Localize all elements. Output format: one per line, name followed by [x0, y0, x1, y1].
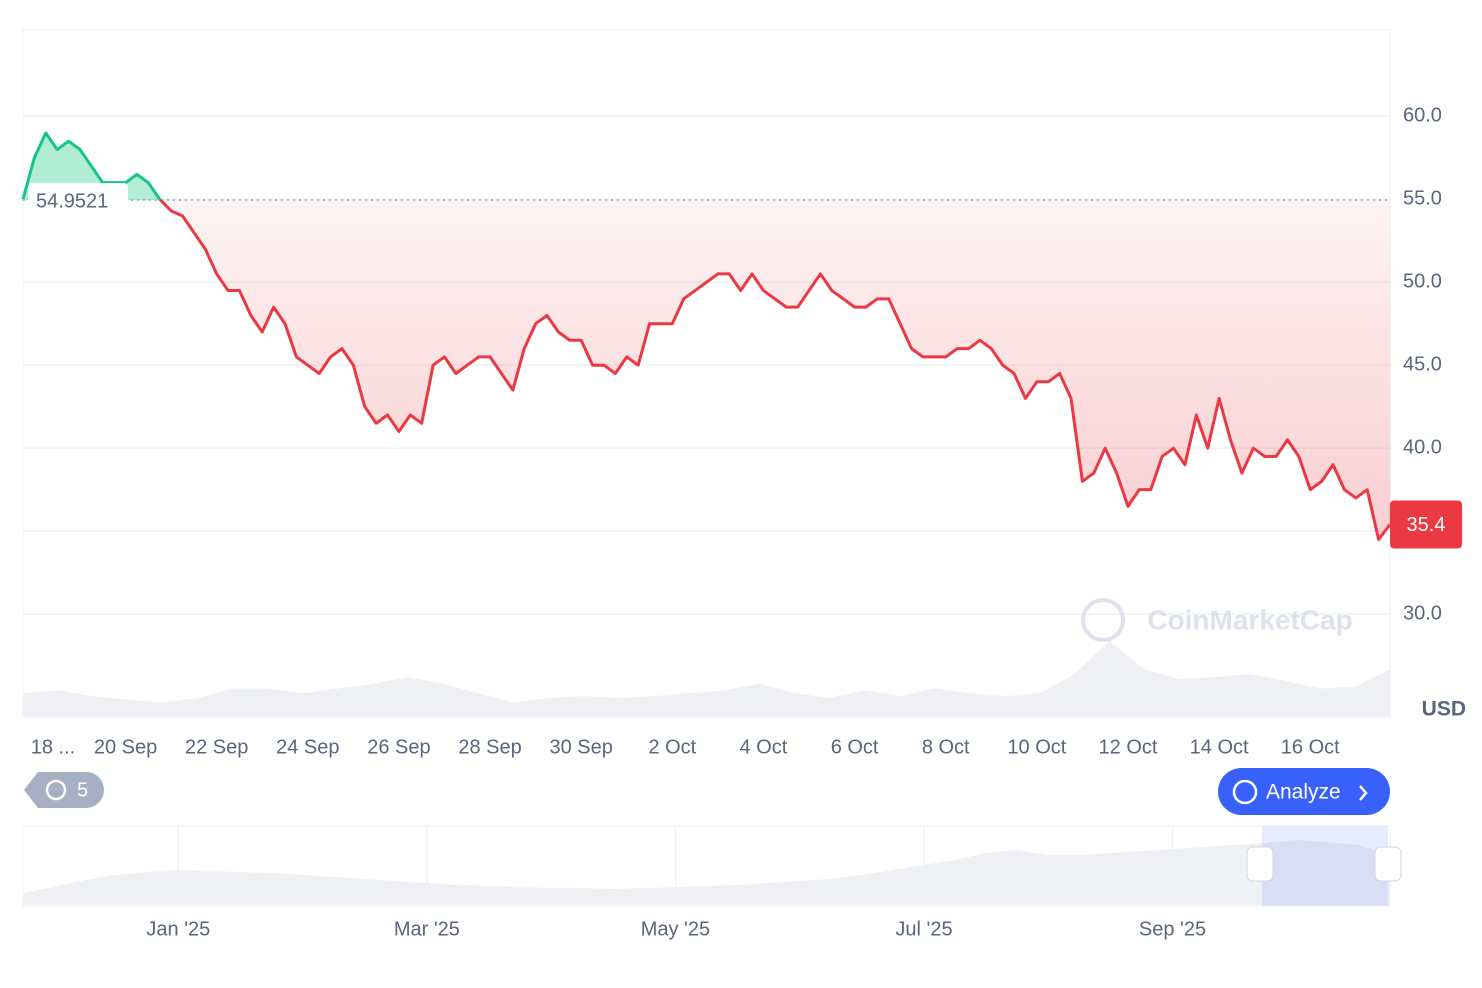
navigator-label: Jul '25 — [895, 918, 952, 940]
currency-label: USD — [1422, 698, 1466, 721]
y-tick-label: 60.0 — [1403, 105, 1442, 127]
x-tick-label: 14 Oct — [1190, 736, 1249, 758]
x-tick-label: 16 Oct — [1281, 736, 1340, 758]
navigator-label: Jan '25 — [146, 918, 210, 940]
x-tick-label: 2 Oct — [648, 736, 696, 758]
navigator-label: Sep '25 — [1139, 918, 1206, 940]
y-tick-label: 45.0 — [1403, 353, 1442, 375]
x-tick-label: 30 Sep — [549, 736, 612, 758]
navigator-selection[interactable] — [1262, 826, 1388, 906]
area-below — [23, 200, 1390, 540]
history-icon — [45, 779, 67, 801]
navigator-area — [23, 840, 1390, 905]
x-tick-label: 4 Oct — [740, 736, 788, 758]
x-tick-label: 6 Oct — [831, 736, 879, 758]
analyze-bg[interactable] — [1218, 768, 1390, 815]
analyze-button[interactable]: Analyze — [1218, 768, 1390, 815]
y-tick-label: 40.0 — [1403, 436, 1442, 458]
baseline-badge — [28, 183, 128, 218]
x-tick-label: 22 Sep — [185, 736, 248, 758]
x-tick-label: 24 Sep — [276, 736, 339, 758]
y-tick-label: 50.0 — [1403, 271, 1442, 293]
current-price-badge — [1390, 500, 1462, 549]
x-tick-label: 8 Oct — [922, 736, 970, 758]
price-line-below — [158, 200, 1392, 541]
x-tick-label: 12 Oct — [1099, 736, 1158, 758]
current-price: 35.4 — [1407, 514, 1446, 536]
x-tick-label: 28 Sep — [458, 736, 521, 758]
history-button[interactable]: 5 — [24, 772, 104, 808]
navigator-handle[interactable] — [1246, 846, 1274, 882]
navigator-label: May '25 — [641, 918, 710, 940]
y-tick-label: 55.0 — [1403, 188, 1442, 210]
analyze-label: Analyze — [1266, 781, 1341, 804]
analyze-icon — [1232, 779, 1258, 805]
x-tick-label: 26 Sep — [367, 736, 430, 758]
volume-area — [23, 641, 1390, 717]
x-tick-label: 10 Oct — [1007, 736, 1066, 758]
navigator-label: Mar '25 — [394, 918, 460, 940]
y-tick-label: 30.0 — [1403, 602, 1442, 624]
x-tick-label: 18 ... — [31, 736, 75, 758]
navigator-handle[interactable] — [1374, 846, 1402, 882]
watermark: CoinMarketCap — [1147, 604, 1352, 635]
analyze-chevron — [1359, 785, 1368, 801]
baseline-value: 54.9521 — [36, 190, 108, 212]
watermark-logo — [1081, 598, 1125, 642]
x-tick-label: 20 Sep — [94, 736, 157, 758]
history-count: 5 — [77, 779, 88, 801]
